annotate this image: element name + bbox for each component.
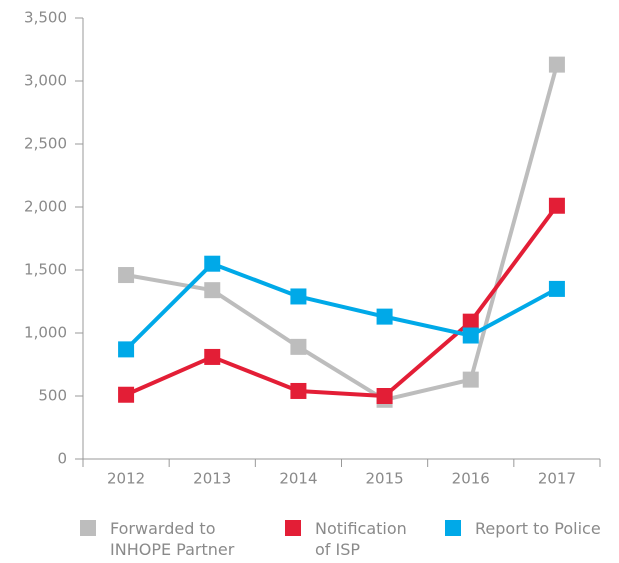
legend-label: Report to Police <box>475 519 601 538</box>
series-line <box>124 261 558 351</box>
y-tick-label: 3,000 <box>24 72 67 90</box>
point-marker <box>462 327 479 344</box>
legend-item: Forwarded to INHOPE Partner <box>80 518 240 560</box>
legend-item: Report to Police <box>445 518 619 539</box>
point-marker <box>118 341 135 358</box>
legend-swatch <box>445 520 461 536</box>
y-tick-label: 2,000 <box>24 198 67 216</box>
x-tick-label: 2013 <box>193 470 231 488</box>
point-marker <box>204 255 221 272</box>
x-tick-label: 2015 <box>365 470 403 488</box>
point-marker <box>462 313 479 330</box>
point-marker <box>462 371 479 388</box>
point-marker <box>290 382 307 399</box>
x-tick-label: 2016 <box>452 470 490 488</box>
point-marker <box>548 197 565 214</box>
x-tick-label: 2012 <box>107 470 145 488</box>
legend-item: Notification of ISP <box>285 518 425 560</box>
point-marker <box>204 348 221 365</box>
chart: 0 500 1,000 1,500 2,000 2,500 3,000 3,500 2012 20… <box>24 9 601 488</box>
point-marker <box>290 338 307 355</box>
point-marker <box>548 56 565 73</box>
point-marker <box>118 267 135 284</box>
legend-swatch <box>285 520 301 536</box>
x-tick-label: 2017 <box>538 470 576 488</box>
point-marker <box>290 288 307 305</box>
point-marker <box>376 308 393 325</box>
point-marker <box>376 388 393 404</box>
y-tick-label: 1,000 <box>24 324 67 342</box>
y-tick-label: 2,500 <box>24 135 67 153</box>
point-marker <box>548 280 565 297</box>
y-tick-label: 0 <box>57 450 67 468</box>
legend-swatch <box>80 520 96 536</box>
y-tick-label: 3,500 <box>24 9 67 27</box>
point-marker <box>204 282 221 299</box>
legend-label: Notification of ISP <box>315 519 407 559</box>
x-tick-label: 2014 <box>279 470 317 488</box>
y-tick-label: 500 <box>38 387 67 405</box>
series-line <box>125 204 559 398</box>
legend-label: Forwarded to INHOPE Partner <box>110 519 235 559</box>
y-tick-label: 1,500 <box>24 261 67 279</box>
series-line <box>125 64 559 402</box>
point-marker <box>118 386 135 403</box>
